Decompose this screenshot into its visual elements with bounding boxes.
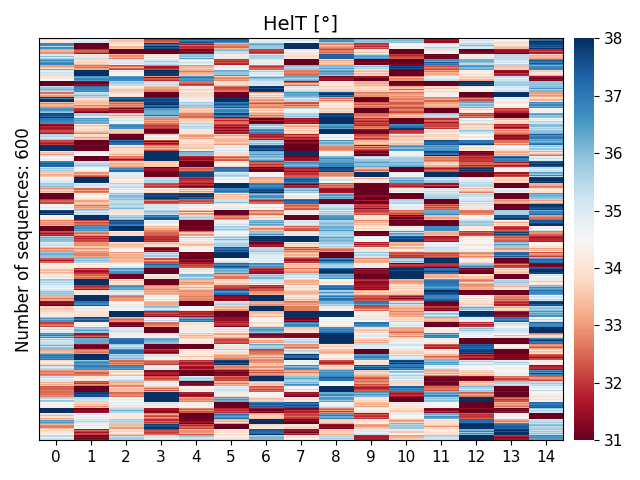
Title: HelT [°]: HelT [°]	[263, 15, 339, 34]
Y-axis label: Number of sequences: 600: Number of sequences: 600	[15, 127, 33, 352]
